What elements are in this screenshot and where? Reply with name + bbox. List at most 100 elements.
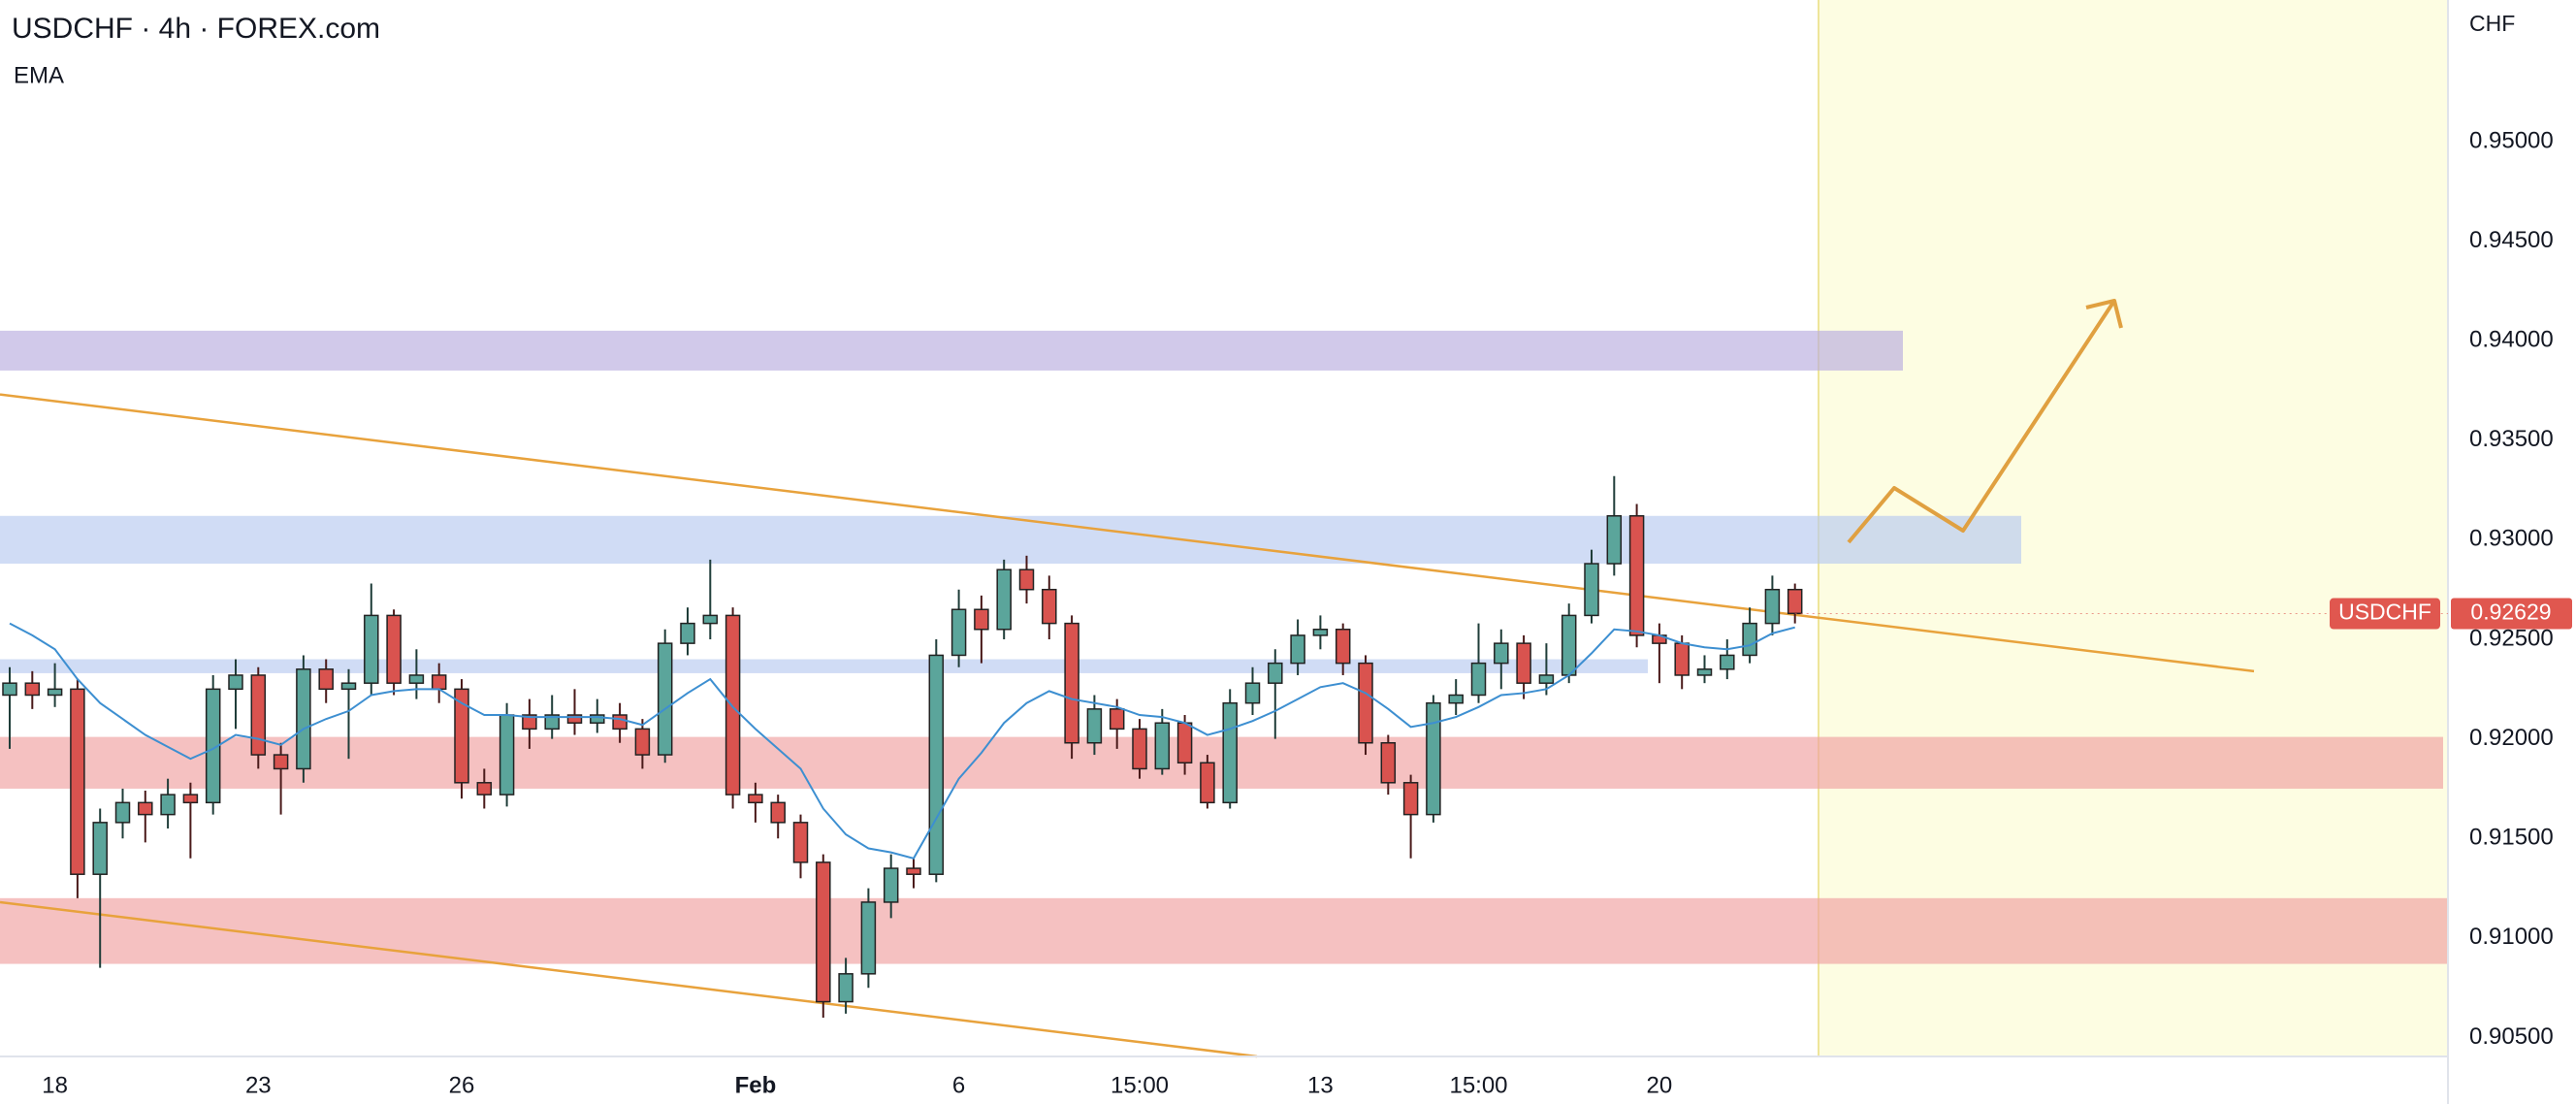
ema-layer — [9, 622, 1795, 860]
candle-body — [1426, 701, 1441, 816]
candle-body — [1109, 708, 1125, 731]
candle-body — [182, 794, 199, 804]
candle-body — [250, 674, 267, 756]
candle-body — [1402, 782, 1419, 816]
candle-body — [454, 688, 469, 784]
candle-body — [1696, 668, 1713, 676]
candle-body — [160, 794, 176, 816]
candle-body — [408, 674, 425, 684]
zone — [0, 659, 1648, 673]
candle-body — [2, 682, 17, 697]
y-tick-label: 0.93000 — [2469, 526, 2554, 552]
x-tick-label: 20 — [1647, 1072, 1673, 1098]
arrow-head — [2085, 299, 2123, 329]
candle-body — [205, 688, 221, 804]
candle-body — [1516, 642, 1531, 684]
candle-body — [70, 688, 85, 875]
zone — [0, 897, 2448, 964]
candle-body — [816, 861, 831, 1003]
x-tick-label: 13 — [1307, 1072, 1334, 1098]
y-tick-label: 0.95000 — [2469, 127, 2554, 153]
candle-body — [1312, 629, 1329, 636]
candle-body — [1787, 588, 1803, 615]
candle-body — [1086, 708, 1103, 744]
candle-body — [1380, 741, 1397, 784]
y-tick-label: 0.91500 — [2469, 825, 2554, 851]
candle-body — [318, 668, 334, 691]
candle-body — [634, 728, 651, 756]
candle-body — [296, 668, 311, 770]
candle-body — [1290, 634, 1305, 665]
candle-body — [1720, 654, 1735, 670]
x-tick-label: 23 — [245, 1072, 272, 1098]
price-tag-bg — [2451, 598, 2572, 630]
projection-arrow — [1847, 299, 2116, 544]
candle-body — [228, 674, 243, 691]
candle-body — [476, 782, 493, 796]
candle-body — [273, 754, 289, 770]
candle-body — [996, 568, 1012, 631]
candle-body — [1132, 728, 1147, 770]
candle-body — [748, 794, 763, 804]
candle-body — [1268, 662, 1283, 684]
candle-body — [1042, 588, 1057, 625]
candles — [2, 475, 1803, 1018]
candle-body — [590, 714, 605, 724]
candle-body — [1584, 563, 1599, 617]
candle-body — [386, 614, 402, 684]
zones — [0, 330, 2448, 964]
chart-title: USDCHF · 4h · FOREX.com — [12, 13, 380, 45]
candle-body — [431, 674, 447, 691]
y-tick-label: 0.94000 — [2469, 327, 2554, 353]
x-tick-label: 18 — [42, 1072, 68, 1098]
price-tag-label: 0.92629 — [2470, 600, 2551, 625]
candle-body — [1200, 762, 1215, 804]
candle-body — [883, 867, 899, 903]
x-tick-label: 6 — [952, 1072, 965, 1098]
x-tick-label: 15:00 — [1449, 1072, 1507, 1098]
zone — [0, 515, 2021, 565]
candle-body — [928, 654, 945, 875]
last-price-tag: USDCHF 0.92629 — [1794, 598, 2572, 630]
candle-body — [680, 622, 695, 644]
candle-body — [24, 682, 41, 697]
candle-body — [792, 822, 809, 863]
candle-body — [1470, 662, 1487, 697]
candle-body — [906, 867, 921, 875]
y-tick-label: 0.92000 — [2469, 725, 2554, 751]
candle-body — [838, 973, 853, 1003]
candle-body — [770, 801, 786, 824]
candle-body — [138, 801, 153, 816]
candle-body — [1742, 622, 1757, 657]
candle-body — [1448, 694, 1464, 704]
candle-body — [1764, 588, 1781, 625]
candle-body — [1222, 701, 1238, 804]
candle-body — [1538, 674, 1555, 684]
y-tick-label: 0.92500 — [2469, 625, 2554, 651]
candle-body — [1154, 722, 1171, 770]
candle-body — [364, 614, 379, 684]
candle-body — [1018, 568, 1035, 591]
candle-body — [566, 714, 583, 724]
candle-body — [1494, 642, 1509, 665]
y-tick-label: 0.94500 — [2469, 227, 2554, 253]
candle-body — [1335, 629, 1351, 665]
x-tick-label: 26 — [449, 1072, 475, 1098]
indicator-label: EMA — [14, 62, 64, 88]
zone — [0, 736, 2443, 789]
zone — [0, 330, 1903, 371]
candle-body — [724, 614, 741, 796]
candle-body — [1176, 722, 1193, 764]
candle-body — [1358, 662, 1373, 744]
candle-body — [1606, 515, 1623, 565]
trendline — [0, 393, 2255, 673]
candle-body — [1244, 682, 1261, 704]
candle-body — [114, 801, 131, 824]
symbol-tag-bg — [2330, 598, 2440, 630]
candle-body — [974, 608, 989, 631]
candle-body — [950, 608, 967, 657]
candle-body — [499, 714, 515, 796]
y-tick-label: 0.93500 — [2469, 426, 2554, 452]
candle-body — [47, 688, 63, 697]
